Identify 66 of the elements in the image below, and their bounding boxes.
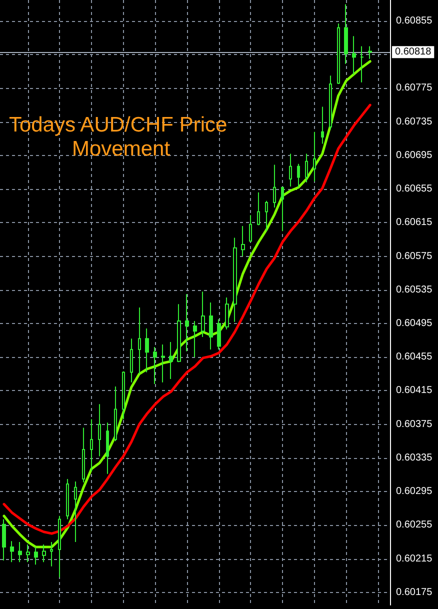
- y-tick-label: 0.60735: [396, 116, 433, 128]
- candlestick: [313, 131, 316, 182]
- y-tick-label: 0.60455: [396, 352, 433, 363]
- candlestick: [201, 291, 205, 338]
- candlestick: [122, 370, 125, 420]
- candlestick: [233, 237, 237, 322]
- candlestick: [297, 163, 300, 188]
- candlestick: [50, 541, 53, 567]
- y-tick-label: 0.60775: [396, 82, 433, 94]
- candlestick: [34, 546, 38, 566]
- candlestick: [249, 214, 252, 242]
- candlestick: [360, 46, 364, 83]
- candlestick: [305, 153, 308, 183]
- candlestick: [265, 200, 268, 232]
- candlestick: [225, 296, 229, 330]
- y-tick-label: 0.60535: [396, 284, 433, 296]
- candlestick: [58, 515, 61, 578]
- candlestick: [26, 544, 30, 563]
- y-tick-label: 0.60495: [396, 318, 433, 330]
- candlestick: [130, 338, 133, 383]
- candlestick: [241, 226, 245, 257]
- candlestick: [193, 320, 197, 358]
- y-tick-label: 0.60255: [396, 520, 433, 531]
- y-tick-label: 0.60295: [396, 486, 433, 498]
- candlestick: [153, 346, 157, 385]
- candlestick: [66, 478, 69, 520]
- candlestick: [10, 540, 14, 563]
- candlestick: [185, 294, 189, 352]
- candlestick: [217, 318, 221, 350]
- candlestick: [74, 480, 77, 542]
- candlestick: [42, 544, 46, 563]
- y-tick-label: 0.60415: [396, 385, 433, 396]
- ref-line-label: 0.60818: [395, 46, 432, 58]
- y-tick-label: 0.60695: [396, 150, 433, 161]
- candlestick: [257, 192, 260, 226]
- candlestick: [114, 386, 117, 442]
- candlestick: [344, 4, 348, 64]
- candlestick: [321, 106, 324, 144]
- y-tick-label: 0.60375: [396, 418, 433, 430]
- candlestick: [352, 36, 356, 76]
- y-tick-label: 0.60335: [396, 452, 433, 464]
- candlestick: [289, 153, 292, 188]
- candlestick: [161, 344, 165, 383]
- y-tick-label: 0.60175: [396, 586, 433, 598]
- candlestick: [98, 404, 101, 457]
- candlestick: [2, 518, 6, 561]
- candlestick: [177, 304, 181, 363]
- candlestick: [209, 302, 213, 350]
- y-tick-label: 0.60655: [396, 184, 433, 195]
- candlestick: [138, 307, 141, 374]
- candlestick: [106, 422, 109, 474]
- candlestick: [90, 418, 93, 472]
- y-tick-label: 0.60575: [396, 250, 433, 262]
- candlestick: [281, 186, 284, 232]
- candlestick: [145, 328, 149, 373]
- y-tick-label: 0.60615: [396, 217, 433, 228]
- candlestick: [329, 75, 332, 130]
- candlestick: [169, 341, 173, 380]
- y-tick-label: 0.60215: [396, 553, 433, 564]
- candlestick: [273, 164, 276, 208]
- candlestick: [368, 46, 372, 60]
- candlestick: [82, 427, 85, 483]
- candlestick: [18, 541, 22, 563]
- y-tick-label: 0.60855: [396, 16, 433, 27]
- text: Todays AUD/CHF Price Movement: [8, 114, 234, 160]
- candlestick: [337, 23, 340, 85]
